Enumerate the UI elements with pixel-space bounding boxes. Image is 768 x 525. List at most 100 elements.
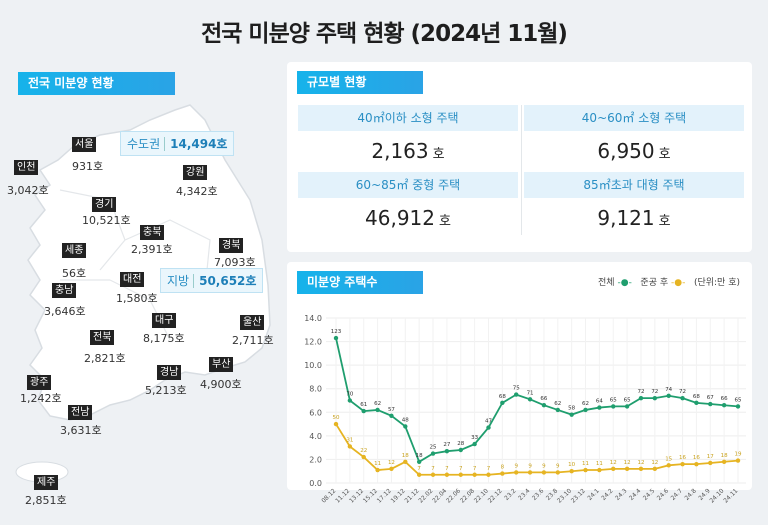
data-point [347,444,353,449]
region-name: 서울 [72,137,97,152]
data-label: 31 [346,437,353,443]
x-tick-label: 24.10 [708,487,725,504]
x-tick-label: 22.10 [473,487,490,504]
data-point [583,467,588,473]
size-divider [521,105,522,235]
region-name: 경북 [219,238,244,253]
data-label: 7 [459,466,463,472]
data-point [472,472,477,477]
x-tick-label: 08.12 [320,487,337,504]
data-point [375,407,380,413]
data-point [569,412,574,417]
size-category-header: 85㎡초과 대형 주택 [524,172,744,198]
data-label: 65 [610,397,617,403]
regional-label: 지방 [167,274,190,288]
x-tick-label: 15.12 [362,487,379,504]
x-tick-label: 22.02 [417,487,434,504]
data-label: 25 [430,445,437,451]
data-label: 12 [610,460,617,466]
data-point [527,397,533,402]
size-value-unit: 호 [439,214,451,229]
data-point [403,424,408,429]
x-tick-label: 24.6 [656,487,671,502]
data-point [458,447,463,453]
data-point [721,403,727,408]
data-label: 72 [679,389,686,395]
x-tick-label: 17.12 [376,487,393,504]
x-tick-label: 24.1 [586,487,601,502]
data-label: 7 [431,466,435,472]
y-tick-label: 0.0 [309,479,322,488]
data-label: 17 [707,454,714,460]
x-tick-label: 22.12 [487,487,504,504]
capital-area-summary: 수도권 14,494호 [120,131,235,156]
korea-map [15,104,271,483]
data-label: 12 [651,460,658,466]
data-label: 48 [402,417,409,423]
data-point [416,459,422,464]
data-label: 75 [513,386,520,392]
region-name: 강원 [183,165,208,180]
data-point [652,466,658,472]
data-point [624,404,630,409]
legend-completed-label: 준공 후 [640,278,669,288]
x-tick-label: 23.2 [503,487,518,502]
series-line-1 [335,423,739,476]
data-label: 33 [471,435,478,441]
data-point [486,472,491,477]
data-point [680,461,685,467]
data-point [638,466,644,472]
size-section-label: 규모별 현황 [297,71,423,94]
data-point [514,470,519,475]
data-point [333,335,339,341]
chart-legend: 전체 -●- 준공 후 -●- (단위:만 호) [598,275,740,288]
data-point [430,451,436,456]
page-title: 전국 미분양 주택 현황 (2024년 11월) [201,21,568,47]
size-value-number: 46,912 [365,206,435,230]
data-point [583,407,588,413]
region-name: 충북 [140,225,165,240]
data-label: 67 [707,395,714,401]
x-tick-label: 24.11 [722,487,739,504]
data-point [486,425,491,430]
data-label: 123 [331,329,342,335]
data-label: 50 [333,415,340,421]
size-category-value: 2,163 호 [298,136,518,166]
data-label: 66 [721,396,728,402]
data-label: 68 [693,394,700,400]
data-label: 27 [443,442,450,448]
y-tick-label: 14.0 [304,314,322,323]
size-value-unit: 호 [432,147,445,162]
region-value: 2,851호 [25,494,67,507]
data-label: 62 [374,401,381,407]
data-point [444,448,450,454]
data-label: 70 [346,392,353,398]
data-label: 28 [457,441,464,447]
data-point [500,471,505,476]
data-label: 65 [735,397,742,403]
region-value: 7,093호 [214,256,256,269]
map-section-label: 전국 미분양 현황 [18,72,175,95]
data-point [444,472,450,477]
region-value: 3,646호 [44,305,86,318]
data-label: 22 [360,448,367,454]
data-point [430,472,436,477]
data-label: 18 [416,453,423,459]
data-label: 7 [445,466,449,472]
data-point [680,395,685,401]
data-label: 64 [596,399,603,405]
region-value: 2,821호 [84,352,126,365]
chart-section-label: 미분양 주택수 [297,271,423,294]
size-value-unit: 호 [658,147,671,162]
data-point [694,461,699,467]
data-label: 7 [473,466,477,472]
data-point [708,460,713,466]
data-point [721,459,727,464]
y-tick-label: 2.0 [309,455,322,464]
region-value: 3,042호 [7,184,49,197]
data-label: 62 [554,401,561,407]
data-label: 65 [624,397,631,403]
data-point [666,463,671,468]
data-label: 16 [693,455,700,461]
size-category-value: 9,121 호 [524,203,744,233]
